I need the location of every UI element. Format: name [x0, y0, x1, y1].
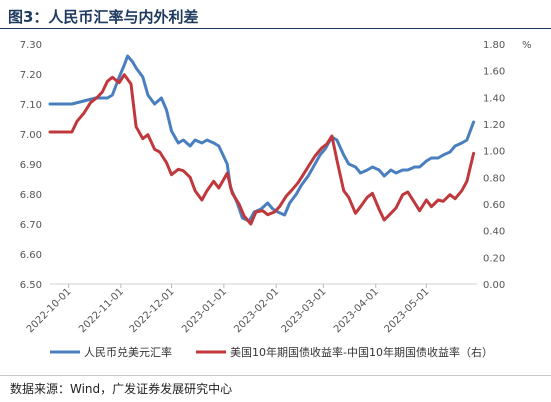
series-line — [48, 54, 476, 223]
title-divider — [0, 28, 551, 29]
left-tick-label: 7.30 — [20, 40, 42, 51]
left-tick-label: 7.20 — [20, 70, 42, 81]
right-tick-label: 1.20 — [483, 120, 505, 131]
source-note: 数据来源：Wind，广发证券发展研究中心 — [10, 382, 233, 396]
x-tick-label: 2022-12-01 — [128, 286, 177, 335]
right-axis-unit: % — [522, 40, 532, 51]
right-tick-label: 1.00 — [483, 147, 505, 158]
x-tick-label: 2023-02-01 — [232, 286, 281, 335]
x-tick-label: 2023-01-01 — [180, 286, 229, 335]
x-tick-label: 2023-05-01 — [383, 286, 432, 335]
right-tick-label: 1.60 — [483, 67, 505, 78]
right-axis-ticks: 0.00 0.20 0.40 0.60 0.80 1.00 1.20 1.40 1.60 1.80 — [483, 40, 505, 291]
right-tick-label: 0.40 — [483, 227, 505, 238]
x-tick-label: 2023-03-01 — [280, 286, 329, 335]
left-tick-label: 6.50 — [20, 280, 42, 291]
left-tick-label: 6.90 — [20, 160, 42, 171]
x-axis-ticks: 2022-10-01 2022-11-01 2022-12-01 2023-01-01… — [25, 283, 477, 335]
x-tick-label: 2022-10-01 — [25, 286, 74, 335]
left-axis-ticks: 6.50 6.60 6.70 6.80 6.90 7.00 7.10 7.20 7.30 — [20, 40, 42, 291]
right-tick-label: 1.80 — [483, 40, 505, 51]
x-tick-label: 2022-11-01 — [77, 286, 126, 335]
line-chart: 6.50 6.60 6.70 6.80 6.90 7.00 7.10 7.20 7.30 0.0… — [20, 40, 532, 359]
figure-title: 图3：人民币汇率与内外利差 — [8, 8, 199, 26]
legend-label: 美国10年期国债收益率-中国10年期国债收益率（右） — [230, 345, 493, 359]
right-tick-label: 1.40 — [483, 93, 505, 104]
source-divider — [0, 375, 551, 376]
left-tick-label: 6.70 — [20, 220, 42, 231]
left-tick-label: 6.80 — [20, 190, 42, 201]
right-tick-label: 0.20 — [483, 253, 505, 264]
legend-label: 人民币兑美元汇率 — [84, 345, 172, 359]
right-tick-label: 0.00 — [483, 280, 505, 291]
left-tick-label: 7.10 — [20, 100, 42, 111]
series-line — [48, 73, 476, 226]
left-tick-label: 6.60 — [20, 250, 42, 261]
x-tick-label: 2023-04-01 — [332, 286, 381, 335]
legend: 人民币兑美元汇率 美国10年期国债收益率-中国10年期国债收益率（右） — [50, 345, 493, 359]
series-lines — [48, 54, 476, 226]
right-tick-label: 0.80 — [483, 173, 505, 184]
left-tick-label: 7.00 — [20, 130, 42, 141]
right-tick-label: 0.60 — [483, 200, 505, 211]
